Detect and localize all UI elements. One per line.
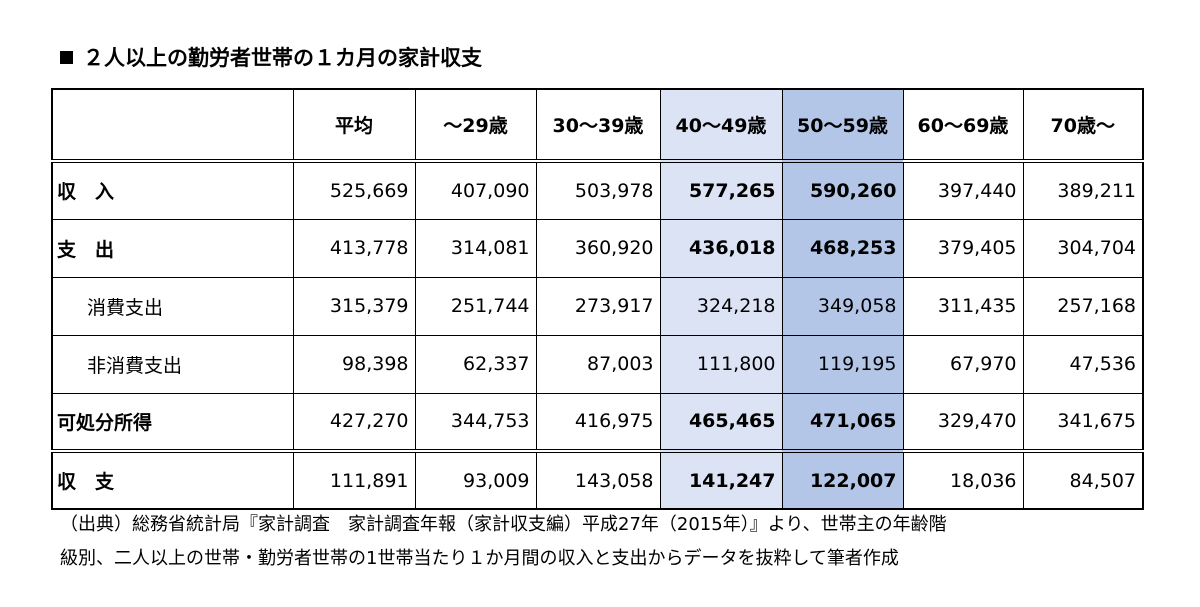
table-cell: 47,536 — [1022, 334, 1144, 394]
row-label: 非消費支出 — [51, 334, 294, 394]
table-cell: 18,036 — [902, 449, 1024, 510]
table-cell: 329,470 — [902, 392, 1024, 452]
row-label: 消費支出 — [51, 276, 294, 336]
table-row: 収 支 111,891 93,009 143,058 141,247 122,0… — [51, 449, 1144, 510]
table-cell: 389,211 — [1022, 160, 1144, 220]
page-title: ２人以上の勤労者世帯の１カ月の家計収支 — [60, 42, 482, 72]
header-cell: 50～59歳 — [781, 88, 904, 162]
table-cell: 62,337 — [414, 334, 537, 394]
table-cell: 257,168 — [1022, 276, 1144, 336]
table-cell: 590,260 — [781, 160, 904, 220]
table-row: 消費支出 315,379 251,744 273,917 324,218 349… — [51, 276, 1144, 336]
table-cell: 416,975 — [535, 392, 661, 452]
table-row: 可処分所得 427,270 344,753 416,975 465,465 47… — [51, 392, 1144, 452]
table-cell: 349,058 — [781, 276, 904, 336]
table-header-row: 平均 ～29歳 30～39歳 40～49歳 50～59歳 60～69歳 70歳～ — [51, 88, 1144, 162]
row-label: 支 出 — [51, 218, 294, 278]
title-text: ２人以上の勤労者世帯の１カ月の家計収支 — [83, 46, 482, 70]
table-cell: 119,195 — [781, 334, 904, 394]
table-row: 非消費支出 98,398 62,337 87,003 111,800 119,1… — [51, 334, 1144, 394]
table-cell: 341,675 — [1022, 392, 1144, 452]
source-line: （出典）総務省統計局『家計調査 家計調査年報（家計収支編）平成27年（2015年… — [60, 514, 947, 535]
table-cell: 84,507 — [1022, 449, 1144, 510]
table-cell: 67,970 — [902, 334, 1024, 394]
square-bullet-icon — [60, 51, 73, 64]
table-cell: 143,058 — [535, 449, 661, 510]
table-cell: 273,917 — [535, 276, 661, 336]
header-cell: 70歳～ — [1022, 88, 1144, 162]
header-cell: ～29歳 — [414, 88, 537, 162]
row-label: 可処分所得 — [51, 392, 294, 452]
table-cell: 87,003 — [535, 334, 661, 394]
table-cell: 315,379 — [292, 276, 416, 336]
table-cell: 407,090 — [414, 160, 537, 220]
table-cell: 111,891 — [292, 449, 416, 510]
header-cell: 40～49歳 — [659, 88, 783, 162]
table-cell: 360,920 — [535, 218, 661, 278]
table-row: 支 出 413,778 314,081 360,920 436,018 468,… — [51, 218, 1144, 278]
table-cell: 314,081 — [414, 218, 537, 278]
table-cell: 379,405 — [902, 218, 1024, 278]
row-label: 収 入 — [51, 160, 294, 220]
table-cell: 436,018 — [659, 218, 783, 278]
table-cell: 344,753 — [414, 392, 537, 452]
table-cell: 471,065 — [781, 392, 904, 452]
table-cell: 503,978 — [535, 160, 661, 220]
table-cell: 122,007 — [781, 449, 904, 510]
table-cell: 413,778 — [292, 218, 416, 278]
source-note: （出典）総務省統計局『家計調査 家計調査年報（家計収支編）平成27年（2015年… — [60, 508, 1190, 576]
header-cell: 30～39歳 — [535, 88, 661, 162]
table-cell: 525,669 — [292, 160, 416, 220]
table-cell: 251,744 — [414, 276, 537, 336]
table-cell: 397,440 — [902, 160, 1024, 220]
table-cell: 93,009 — [414, 449, 537, 510]
header-cell: 60～69歳 — [902, 88, 1024, 162]
table-cell: 111,800 — [659, 334, 783, 394]
table-cell: 304,704 — [1022, 218, 1144, 278]
table-cell: 311,435 — [902, 276, 1024, 336]
source-line: 級別、二人以上の世帯・勤労者世帯の1世帯当たり１か月間の収入と支出からデータを抜… — [60, 548, 899, 569]
row-label: 収 支 — [51, 449, 294, 510]
table-cell: 98,398 — [292, 334, 416, 394]
table-cell: 427,270 — [292, 392, 416, 452]
header-cell — [51, 88, 294, 162]
table-cell: 465,465 — [659, 392, 783, 452]
header-cell: 平均 — [292, 88, 416, 162]
household-budget-table: 平均 ～29歳 30～39歳 40～49歳 50～59歳 60～69歳 70歳～… — [51, 88, 1144, 510]
table-cell: 468,253 — [781, 218, 904, 278]
table-cell: 324,218 — [659, 276, 783, 336]
table-row: 収 入 525,669 407,090 503,978 577,265 590,… — [51, 160, 1144, 220]
table-cell: 141,247 — [659, 449, 783, 510]
table-cell: 577,265 — [659, 160, 783, 220]
